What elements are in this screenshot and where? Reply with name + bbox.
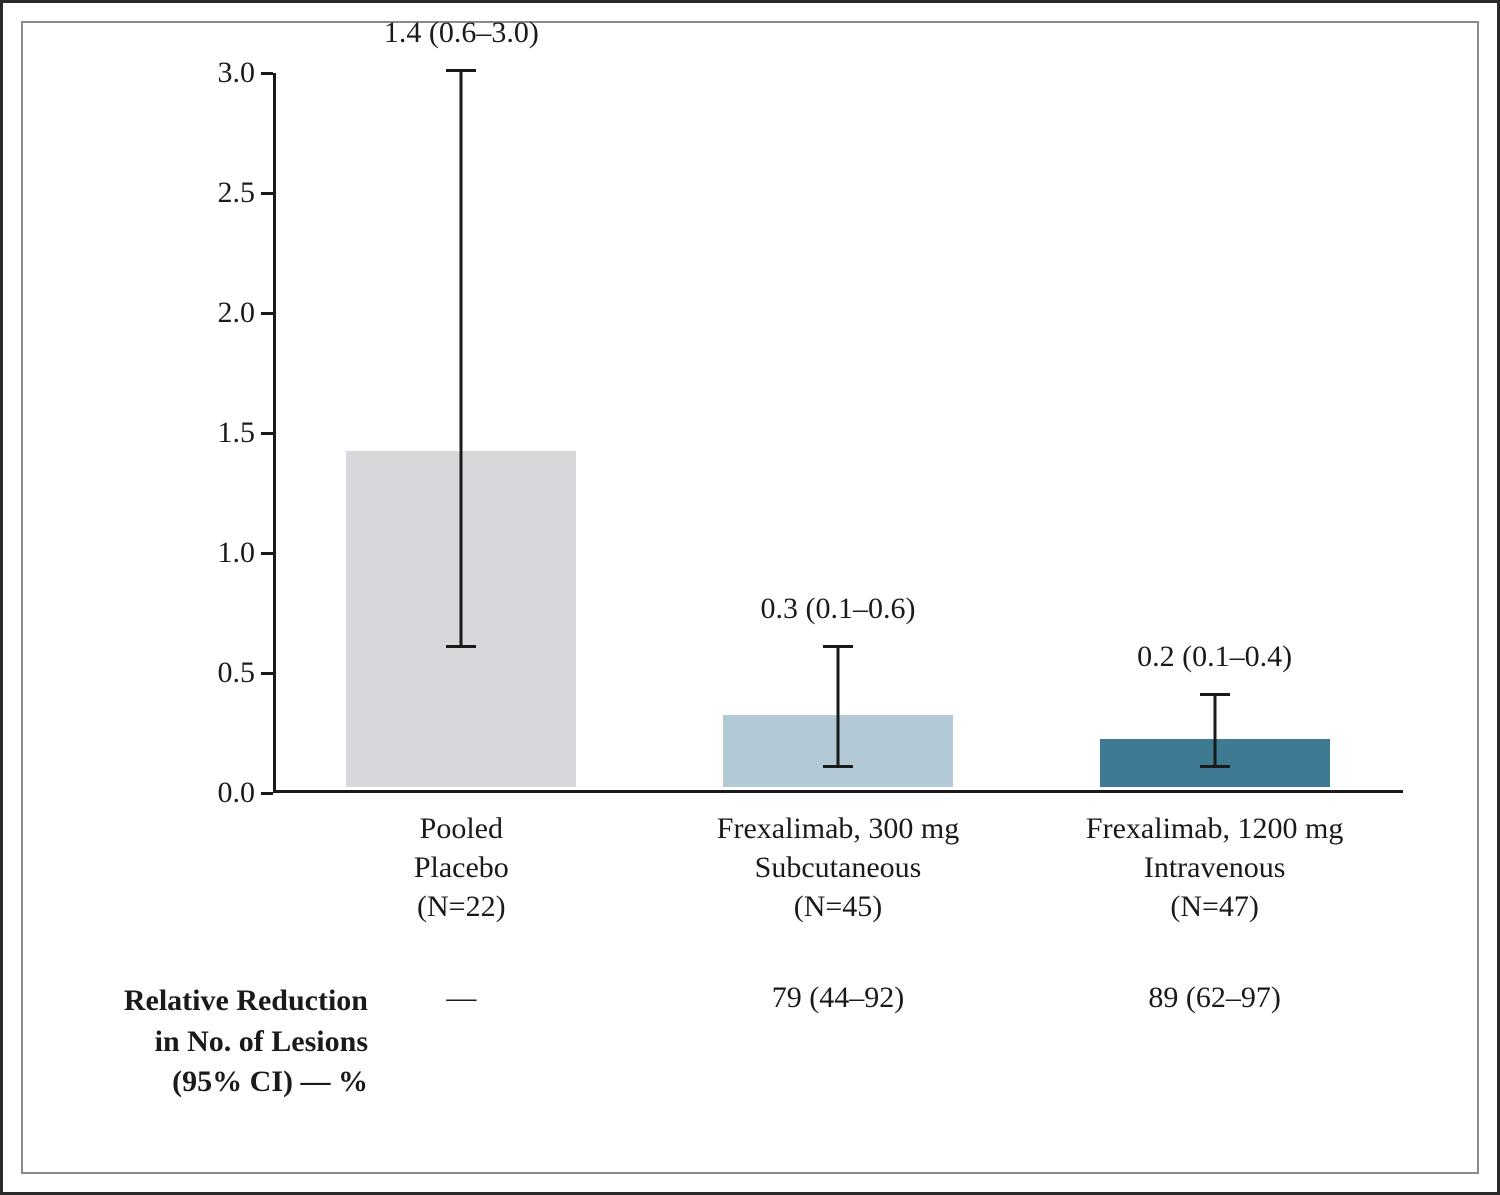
category-label: PooledPlacebo(N=22) — [291, 809, 631, 926]
error-bar-cap-top — [446, 69, 476, 72]
relred-label-line1: Relative Reduction — [124, 984, 368, 1017]
error-bar-cap-bottom — [446, 645, 476, 648]
category-label: Frexalimab, 300 mgSubcutaneous(N=45) — [668, 809, 1008, 926]
relative-reduction-label: Relative Reduction in No. of Lesions (95… — [38, 981, 368, 1103]
y-tick — [261, 192, 273, 195]
y-tick — [261, 312, 273, 315]
error-bar — [460, 70, 463, 646]
category-label-line2: Intravenous — [1045, 848, 1385, 887]
inner-frame: T1-Weighted Lesions Mean No. of New Gado… — [21, 21, 1479, 1174]
error-bar — [837, 646, 840, 766]
y-tick — [261, 672, 273, 675]
error-bar-cap-bottom — [823, 765, 853, 768]
x-axis — [273, 790, 1403, 793]
y-tick-label: 1.5 — [218, 416, 256, 450]
y-tick — [261, 792, 273, 795]
relred-label-line2: in No. of Lesions — [155, 1025, 368, 1058]
category-label-line2: Subcutaneous — [668, 848, 1008, 887]
bar-annotation: 1.4 (0.6–3.0) — [384, 16, 539, 50]
y-tick — [261, 552, 273, 555]
y-tick-label: 0.5 — [218, 656, 256, 690]
category-label-line3: (N=22) — [291, 887, 631, 926]
bar-group: 0.2 (0.1–0.4) — [1100, 70, 1330, 790]
category-label: Frexalimab, 1200 mgIntravenous(N=47) — [1045, 809, 1385, 926]
y-tick-label: 0.0 — [218, 776, 256, 810]
relative-reduction-value: 79 (44–92) — [772, 981, 904, 1015]
y-tick-label: 2.0 — [218, 296, 256, 330]
plot-area: 0.00.51.01.52.02.53.0 1.4 (0.6–3.0)0.3 (… — [273, 73, 1403, 793]
chart: T1-Weighted Lesions Mean No. of New Gado… — [83, 63, 1437, 1132]
relative-reduction-value: 89 (62–97) — [1148, 981, 1280, 1015]
category-label-line1: Pooled — [291, 809, 631, 848]
error-bar-cap-top — [823, 645, 853, 648]
bar-group: 1.4 (0.6–3.0) — [346, 70, 576, 790]
category-label-line1: Frexalimab, 300 mg — [668, 809, 1008, 848]
error-bar — [1213, 694, 1216, 766]
y-axis — [273, 73, 276, 793]
y-tick-label: 3.0 — [218, 56, 256, 90]
error-bar-cap-bottom — [1200, 765, 1230, 768]
bar-group: 0.3 (0.1–0.6) — [723, 70, 953, 790]
category-label-line2: Placebo — [291, 848, 631, 887]
outer-frame: T1-Weighted Lesions Mean No. of New Gado… — [0, 0, 1500, 1195]
category-label-line3: (N=47) — [1045, 887, 1385, 926]
y-tick-label: 2.5 — [218, 176, 256, 210]
y-tick-label: 1.0 — [218, 536, 256, 570]
y-tick — [261, 432, 273, 435]
y-tick — [261, 72, 273, 75]
bar-annotation: 0.2 (0.1–0.4) — [1137, 640, 1292, 674]
category-label-line1: Frexalimab, 1200 mg — [1045, 809, 1385, 848]
bar-annotation: 0.3 (0.1–0.6) — [761, 592, 916, 626]
category-label-line3: (N=45) — [668, 887, 1008, 926]
relred-label-line3: (95% CI) — % — [172, 1065, 368, 1098]
relative-reduction-value: — — [446, 981, 476, 1015]
error-bar-cap-top — [1200, 693, 1230, 696]
